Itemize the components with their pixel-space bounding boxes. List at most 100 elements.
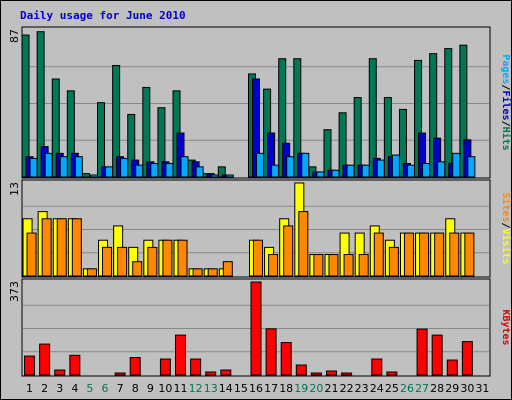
panel-ymax-label: 373	[8, 281, 21, 302]
x-tick-label: 10	[158, 382, 172, 395]
bar-sites	[359, 255, 368, 276]
x-tick-label: 19	[294, 382, 308, 395]
bar-pages	[407, 165, 414, 177]
legend-entry: Visits	[500, 229, 512, 265]
bar-pages	[257, 153, 264, 177]
bar-sites	[133, 262, 142, 276]
bar-pages	[362, 165, 369, 177]
panel-middle: 13 Sites/Visits	[8, 180, 512, 277]
bar-sites	[27, 233, 36, 276]
bar-sites	[344, 255, 353, 276]
legend-entry: KBytes	[500, 309, 511, 345]
bar-hits	[98, 103, 105, 177]
bar-pages	[45, 153, 52, 177]
chart-title: Daily usage for June 2010	[20, 9, 186, 22]
bar-pages	[347, 165, 354, 177]
bar-pages	[287, 157, 294, 177]
bar-kbytes	[191, 359, 201, 375]
bar-pages	[196, 167, 203, 177]
bar-kbytes	[372, 359, 382, 375]
bar-pages	[75, 157, 82, 177]
bar-pages	[302, 153, 309, 177]
bar-kbytes	[266, 329, 276, 375]
bar-pages	[423, 163, 430, 177]
x-tick-label: 5	[86, 382, 93, 395]
bar-kbytes	[70, 355, 80, 375]
bar-pages	[30, 158, 37, 177]
bar-kbytes	[281, 343, 291, 375]
bar-kbytes	[55, 370, 65, 375]
bar-pages	[438, 162, 445, 177]
x-tick-label: 22	[340, 382, 354, 395]
bar-sites	[374, 233, 383, 276]
panel-legend: Pages/Files/Hits	[500, 54, 512, 150]
bar-pages	[332, 170, 339, 177]
bar-sites	[420, 233, 429, 276]
legend-entry: Hits	[500, 127, 512, 151]
bar-sites	[103, 247, 112, 276]
panel-ymax-label: 13	[8, 182, 21, 196]
bar-sites	[404, 233, 413, 276]
bar-kbytes	[417, 329, 427, 375]
bar-kbytes	[115, 373, 125, 375]
x-tick-label: 11	[174, 382, 188, 395]
x-tick-label: 17	[264, 382, 278, 395]
legend-entry: Pages	[500, 54, 511, 84]
bar-pages	[272, 165, 279, 177]
bar-sites	[193, 269, 202, 276]
bar-sites	[163, 240, 172, 276]
bar-kbytes	[176, 335, 186, 375]
x-tick-label: 16	[249, 382, 263, 395]
bar-pages	[468, 157, 475, 177]
x-tick-label: 4	[71, 382, 78, 395]
panel-ymax-label: 87	[8, 29, 21, 43]
bar-pages	[166, 163, 173, 177]
bar-pages	[453, 153, 460, 177]
bar-sites	[223, 262, 232, 276]
bar-pages	[317, 172, 324, 177]
bar-pages	[106, 167, 113, 177]
bar-kbytes	[326, 371, 336, 375]
bar-pages	[121, 158, 128, 177]
x-tick-label: 6	[102, 382, 109, 395]
x-tick-label: 28	[430, 382, 444, 395]
bar-sites	[118, 247, 127, 276]
panel-top: 87 Pages/Files/Hits	[8, 27, 512, 178]
bar-sites	[57, 219, 66, 276]
bar-sites	[465, 233, 474, 276]
bar-hits	[445, 49, 452, 177]
bar-sites	[87, 269, 96, 276]
x-tick-label: 9	[147, 382, 154, 395]
bar-sites	[314, 255, 323, 276]
x-tick-label: 13	[204, 382, 218, 395]
panel-legend: KBytes	[500, 309, 511, 345]
panel-legend: Sites/Visits	[500, 192, 512, 264]
bar-kbytes	[296, 365, 306, 375]
bar-pages	[226, 175, 233, 177]
bar-sites	[450, 233, 459, 276]
bar-kbytes	[311, 373, 321, 375]
x-tick-label: 27	[415, 382, 429, 395]
bar-hits	[82, 174, 89, 177]
bar-sites	[284, 226, 293, 276]
bar-sites	[329, 255, 338, 276]
x-tick-label: 20	[309, 382, 323, 395]
x-tick-label: 25	[385, 382, 399, 395]
bar-kbytes	[206, 372, 216, 375]
legend-entry: Files	[500, 90, 512, 120]
x-tick-label: 3	[56, 382, 63, 395]
bar-pages	[377, 160, 384, 177]
bar-sites	[435, 233, 444, 276]
x-tick-label: 1	[26, 382, 33, 395]
x-tick-label: 26	[400, 382, 414, 395]
bar-kbytes	[221, 370, 231, 375]
legend-entry: Sites	[500, 192, 512, 222]
bar-pages	[211, 175, 218, 177]
x-tick-label: 15	[234, 382, 248, 395]
bar-kbytes	[25, 356, 35, 375]
x-tick-label: 14	[219, 382, 233, 395]
bar-sites	[178, 240, 187, 276]
bar-pages	[392, 155, 399, 177]
bar-kbytes	[251, 282, 261, 375]
